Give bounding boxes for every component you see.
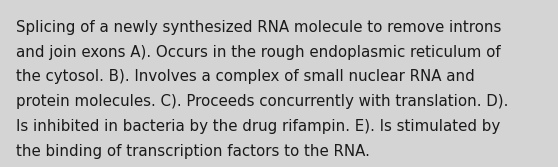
Text: Splicing of a newly synthesized RNA molecule to remove introns: Splicing of a newly synthesized RNA mole… [16, 20, 501, 35]
Text: Is inhibited in bacteria by the drug rifampin. E). Is stimulated by: Is inhibited in bacteria by the drug rif… [16, 119, 500, 134]
Text: and join exons A). Occurs in the rough endoplasmic reticulum of: and join exons A). Occurs in the rough e… [16, 45, 501, 60]
Text: protein molecules. C). Proceeds concurrently with translation. D).: protein molecules. C). Proceeds concurre… [16, 94, 508, 109]
Text: the cytosol. B). Involves a complex of small nuclear RNA and: the cytosol. B). Involves a complex of s… [16, 69, 474, 85]
Text: the binding of transcription factors to the RNA.: the binding of transcription factors to … [16, 144, 369, 159]
